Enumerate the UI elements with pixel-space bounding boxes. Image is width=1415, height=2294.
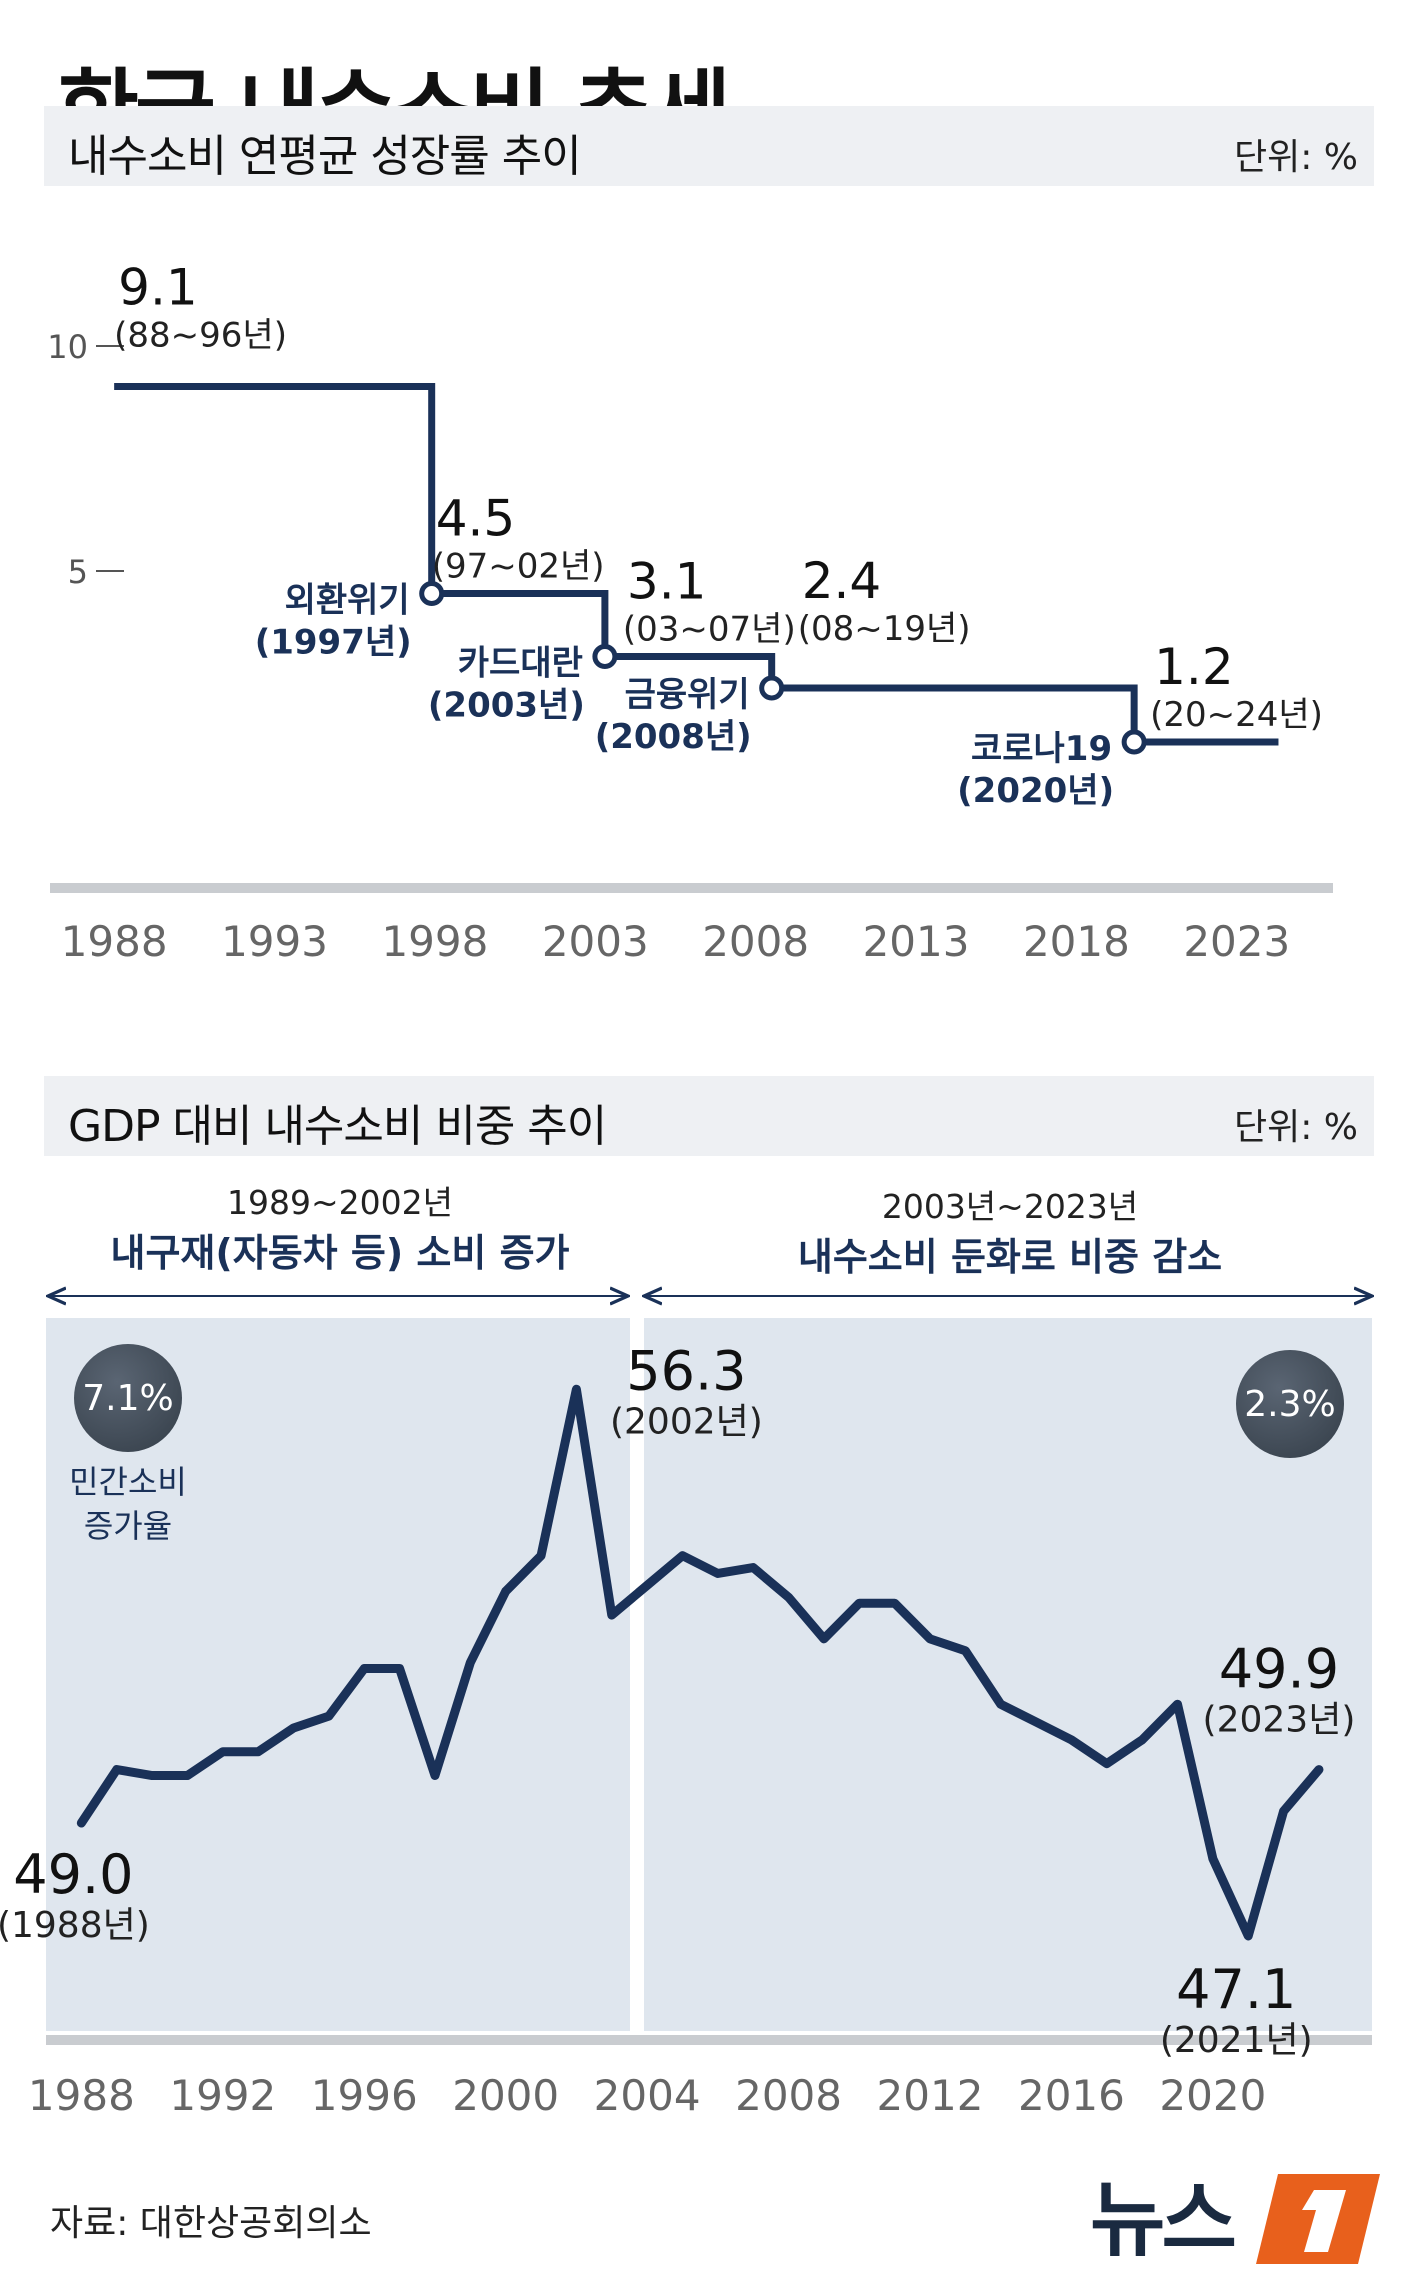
y-tick-label: 10 <box>47 328 88 366</box>
badge-caption-line2: 증가율 <box>84 1507 172 1545</box>
badge-left-value: 7.1% <box>82 1378 173 1419</box>
annotation-year: (2021년) <box>1160 2020 1313 2061</box>
event-year: (2003년) <box>428 686 585 726</box>
section2-unit: 단위: % <box>1233 1107 1358 1148</box>
event-name: 코로나19 <box>971 729 1112 769</box>
period-right-desc: 내수소비 둔화로 비중 감소 <box>798 1235 1222 1279</box>
event-name: 금융위기 <box>625 675 750 715</box>
x-tick-label: 1996 <box>311 2071 418 2120</box>
gdp-share-line <box>76 1384 1324 1941</box>
x-tick-label: 2013 <box>863 917 970 966</box>
x-tick-label: 2020 <box>1159 2071 1266 2120</box>
segment-value-label: 1.2 <box>1154 638 1234 696</box>
y-tick-label: 5 <box>68 553 88 591</box>
segment-period-label: (08~19년) <box>798 609 971 649</box>
growth-step-chart: 5 10 9.1(88~96년) 4.5(97~02년) 3.1(03~07년)2.4… <box>47 259 1333 966</box>
x-tick-label: 1988 <box>61 917 168 966</box>
badge-caption-line1: 민간소비 <box>69 1463 187 1501</box>
event-marker <box>419 581 445 606</box>
badge-left-circle <box>74 1344 182 1452</box>
annotation-value: 49.9 <box>1219 1638 1339 1701</box>
x-tick-label: 2004 <box>594 2071 701 2120</box>
x-tick-label: 2000 <box>452 2071 559 2120</box>
event-name: 외환위기 <box>285 581 410 621</box>
growth-step-line <box>114 383 1279 746</box>
event-year: (2008년) <box>595 717 752 757</box>
event-marker <box>592 644 618 669</box>
segment-period-label: (03~07년) <box>623 610 796 650</box>
annotation-year: (2023년) <box>1203 1700 1356 1741</box>
badge-right-value: 2.3% <box>1244 1384 1335 1425</box>
event-year: (2020년) <box>957 771 1114 811</box>
x-tick-label: 2008 <box>735 2071 842 2120</box>
period-right-years: 2003년~2023년 <box>882 1187 1138 1226</box>
x-tick-label: 2008 <box>702 917 809 966</box>
x-tick-label: 1993 <box>221 917 328 966</box>
section1-header: 내수소비 연평균 성장률 추이 단위: % <box>44 106 1374 186</box>
section1-unit: 단위: % <box>1233 137 1358 178</box>
event-marker <box>1121 729 1147 755</box>
segment-period-label: (97~02년) <box>432 547 605 587</box>
section2-title: GDP 대비 내수소비 비중 추이 <box>68 1101 607 1152</box>
x-tick-label: 2012 <box>877 2071 984 2120</box>
segment-period-label: (20~24년) <box>1150 695 1323 735</box>
news1-logo: 뉴스 <box>1090 2173 1380 2268</box>
x-tick-label: 1998 <box>381 917 488 966</box>
segment-value-label: 9.1 <box>118 259 198 317</box>
period-left-desc: 내구재(자동차 등) 소비 증가 <box>111 1231 570 1275</box>
segment-period-label: (88~96년) <box>114 316 287 356</box>
x-tick-label: 1992 <box>169 2071 276 2120</box>
event-marker <box>759 675 785 701</box>
logo-text: 뉴스 <box>1090 2173 1234 2268</box>
source-note: 자료: 대한상공회의소 <box>50 2203 372 2244</box>
section1-title: 내수소비 연평균 성장률 추이 <box>68 131 582 182</box>
gdp-share-line-chart: 1989~2002년 내구재(자동차 등) 소비 증가 2003년~2023년 … <box>0 1183 1415 2120</box>
section2-header: GDP 대비 내수소비 비중 추이 단위: % <box>44 1076 1374 1156</box>
event-year: (1997년) <box>255 623 412 663</box>
period-left-years: 1989~2002년 <box>227 1183 453 1222</box>
segment-value-label: 3.1 <box>627 553 707 611</box>
event-name: 카드대란 <box>458 644 583 684</box>
x-tick-label: 1988 <box>28 2071 135 2120</box>
x-tick-label: 2018 <box>1023 917 1130 966</box>
segment-value-label: 4.5 <box>436 490 516 548</box>
x-tick-label: 2023 <box>1183 917 1290 966</box>
x-tick-label: 2003 <box>542 917 649 966</box>
annotation-value: 56.3 <box>626 1339 746 1402</box>
annotation-year: (1988년) <box>0 1905 150 1946</box>
news1-logo-icon <box>1256 2174 1380 2264</box>
annotation-value: 49.0 <box>13 1843 133 1906</box>
annotation-value: 47.1 <box>1176 1958 1296 2021</box>
x-tick-label: 2016 <box>1018 2071 1125 2120</box>
badge-right-circle <box>1236 1350 1344 1458</box>
annotation-year: (2002년) <box>610 1401 763 1442</box>
segment-value-label: 2.4 <box>802 552 882 610</box>
